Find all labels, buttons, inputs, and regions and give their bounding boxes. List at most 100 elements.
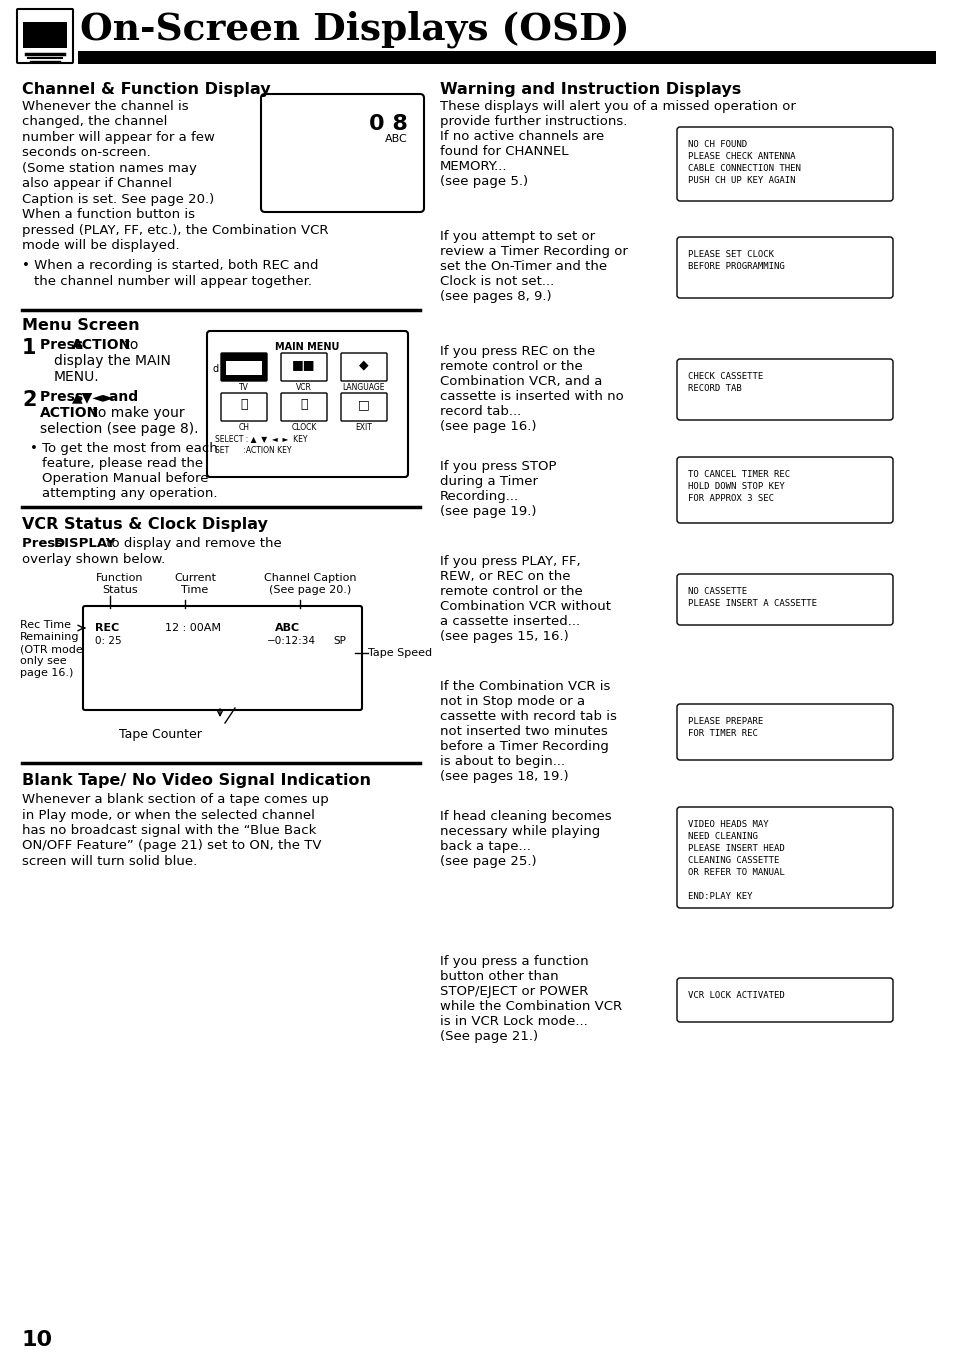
Text: VCR LOCK ACTIVATED: VCR LOCK ACTIVATED xyxy=(687,991,784,1000)
Text: to make your: to make your xyxy=(88,406,185,420)
Text: CHECK CASSETTE: CHECK CASSETTE xyxy=(687,372,762,382)
Text: Menu Screen: Menu Screen xyxy=(22,318,139,333)
Text: in Play mode, or when the selected channel: in Play mode, or when the selected chann… xyxy=(22,808,314,822)
Text: set the On-Timer and the: set the On-Timer and the xyxy=(439,260,606,273)
Text: ▲▼◄►: ▲▼◄► xyxy=(71,390,114,403)
Text: found for CHANNEL: found for CHANNEL xyxy=(439,144,568,158)
Text: Status: Status xyxy=(102,585,137,596)
Text: CABLE CONNECTION THEN: CABLE CONNECTION THEN xyxy=(687,164,800,173)
Text: Tape Speed: Tape Speed xyxy=(368,647,432,658)
Text: (see page 25.): (see page 25.) xyxy=(439,855,536,868)
FancyBboxPatch shape xyxy=(677,705,892,761)
Text: (see page 5.): (see page 5.) xyxy=(439,174,528,188)
Text: before a Timer Recording: before a Timer Recording xyxy=(439,740,608,752)
Text: FOR APPROX 3 SEC: FOR APPROX 3 SEC xyxy=(687,493,773,503)
Text: d: d xyxy=(213,364,219,373)
Text: page 16.): page 16.) xyxy=(20,668,73,677)
FancyBboxPatch shape xyxy=(221,393,267,421)
Text: MAIN MENU: MAIN MENU xyxy=(275,342,339,352)
Text: HOLD DOWN STOP KEY: HOLD DOWN STOP KEY xyxy=(687,483,784,491)
Text: If head cleaning becomes: If head cleaning becomes xyxy=(439,810,611,823)
FancyBboxPatch shape xyxy=(281,353,327,382)
Text: NO CASSETTE: NO CASSETTE xyxy=(687,587,746,596)
Text: seconds on-screen.: seconds on-screen. xyxy=(22,146,151,159)
FancyBboxPatch shape xyxy=(677,358,892,420)
Text: PLEASE PREPARE: PLEASE PREPARE xyxy=(687,717,762,726)
FancyBboxPatch shape xyxy=(677,127,892,200)
Text: ⌕: ⌕ xyxy=(240,398,248,412)
Text: EXIT: EXIT xyxy=(355,423,372,432)
FancyBboxPatch shape xyxy=(221,353,267,382)
Text: NO CH FOUND: NO CH FOUND xyxy=(687,140,746,149)
Text: If you press REC on the: If you press REC on the xyxy=(439,345,595,358)
Text: to display and remove the: to display and remove the xyxy=(102,537,281,551)
Text: OR REFER TO MANUAL: OR REFER TO MANUAL xyxy=(687,868,784,876)
Text: If you press STOP: If you press STOP xyxy=(439,459,556,473)
Text: PLEASE INSERT A CASSETTE: PLEASE INSERT A CASSETTE xyxy=(687,598,816,608)
Text: Whenever a blank section of a tape comes up: Whenever a blank section of a tape comes… xyxy=(22,793,329,806)
Text: (see page 19.): (see page 19.) xyxy=(439,506,536,518)
Text: also appear if Channel: also appear if Channel xyxy=(22,177,172,191)
Text: 10: 10 xyxy=(22,1330,53,1349)
Text: pressed (PLAY, FF, etc.), the Combination VCR: pressed (PLAY, FF, etc.), the Combinatio… xyxy=(22,224,328,237)
Text: When a function button is: When a function button is xyxy=(22,209,194,222)
Text: LANGUAGE: LANGUAGE xyxy=(342,383,385,393)
Text: cassette is inserted with no: cassette is inserted with no xyxy=(439,390,623,403)
Text: feature, please read the: feature, please read the xyxy=(42,457,203,470)
Text: TV: TV xyxy=(239,383,249,393)
Text: (see pages 18, 19.): (see pages 18, 19.) xyxy=(439,770,568,782)
FancyBboxPatch shape xyxy=(677,807,892,908)
Text: while the Combination VCR: while the Combination VCR xyxy=(439,1000,621,1013)
Text: 2: 2 xyxy=(22,390,36,410)
Text: during a Timer: during a Timer xyxy=(439,474,537,488)
Text: • To get the most from each: • To get the most from each xyxy=(30,442,217,455)
Text: remote control or the: remote control or the xyxy=(439,360,582,373)
Text: Warning and Instruction Displays: Warning and Instruction Displays xyxy=(439,82,740,97)
FancyBboxPatch shape xyxy=(281,393,327,421)
Text: display the MAIN: display the MAIN xyxy=(54,354,171,368)
Text: Channel Caption: Channel Caption xyxy=(263,572,355,583)
Text: selection (see page 8).: selection (see page 8). xyxy=(40,423,198,436)
Text: overlay shown below.: overlay shown below. xyxy=(22,553,165,566)
Text: SELECT : ▲  ▼  ◄  ►  KEY: SELECT : ▲ ▼ ◄ ► KEY xyxy=(214,433,307,443)
Text: MEMORY...: MEMORY... xyxy=(439,159,507,173)
Text: CLEANING CASSETTE: CLEANING CASSETTE xyxy=(687,856,779,866)
Text: Caption is set. See page 20.): Caption is set. See page 20.) xyxy=(22,194,214,206)
Text: ■■: ■■ xyxy=(292,358,315,372)
Text: (see pages 8, 9.): (see pages 8, 9.) xyxy=(439,290,551,303)
Text: FOR TIMER REC: FOR TIMER REC xyxy=(687,729,757,737)
Text: TO CANCEL TIMER REC: TO CANCEL TIMER REC xyxy=(687,470,789,478)
Bar xyxy=(78,50,935,64)
Text: MENU.: MENU. xyxy=(54,369,99,384)
Text: mode will be displayed.: mode will be displayed. xyxy=(22,240,179,252)
Text: back a tape...: back a tape... xyxy=(439,840,530,853)
Text: ABC: ABC xyxy=(274,623,300,632)
Text: (See page 21.): (See page 21.) xyxy=(439,1030,537,1043)
Text: has no broadcast signal with the “Blue Back: has no broadcast signal with the “Blue B… xyxy=(22,825,316,837)
Text: (see pages 15, 16.): (see pages 15, 16.) xyxy=(439,630,568,643)
Text: provide further instructions.: provide further instructions. xyxy=(439,114,627,128)
Text: On-Screen Displays (OSD): On-Screen Displays (OSD) xyxy=(80,10,629,48)
Text: ◆: ◆ xyxy=(359,358,369,372)
Text: screen will turn solid blue.: screen will turn solid blue. xyxy=(22,855,197,868)
Text: PLEASE CHECK ANTENNA: PLEASE CHECK ANTENNA xyxy=(687,153,795,161)
Text: 0: 25: 0: 25 xyxy=(95,637,121,646)
Text: (See page 20.): (See page 20.) xyxy=(269,585,351,596)
Text: Whenever the channel is: Whenever the channel is xyxy=(22,99,189,113)
Text: If the Combination VCR is: If the Combination VCR is xyxy=(439,680,610,692)
FancyBboxPatch shape xyxy=(677,457,892,523)
Text: ACTION: ACTION xyxy=(71,338,132,352)
Text: Combination VCR without: Combination VCR without xyxy=(439,600,610,613)
Text: CLOCK: CLOCK xyxy=(291,423,316,432)
Text: to: to xyxy=(120,338,138,352)
Text: (see page 16.): (see page 16.) xyxy=(439,420,536,433)
Text: (OTR mode: (OTR mode xyxy=(20,643,83,654)
Text: RECORD TAB: RECORD TAB xyxy=(687,384,741,393)
Text: If you attempt to set or: If you attempt to set or xyxy=(439,230,595,243)
Text: VCR: VCR xyxy=(295,383,312,393)
Text: necessary while playing: necessary while playing xyxy=(439,825,599,838)
Text: VIDEO HEADS MAY: VIDEO HEADS MAY xyxy=(687,821,768,829)
Text: If you press a function: If you press a function xyxy=(439,955,588,968)
Text: STOP/EJECT or POWER: STOP/EJECT or POWER xyxy=(439,985,588,998)
FancyBboxPatch shape xyxy=(207,331,408,477)
